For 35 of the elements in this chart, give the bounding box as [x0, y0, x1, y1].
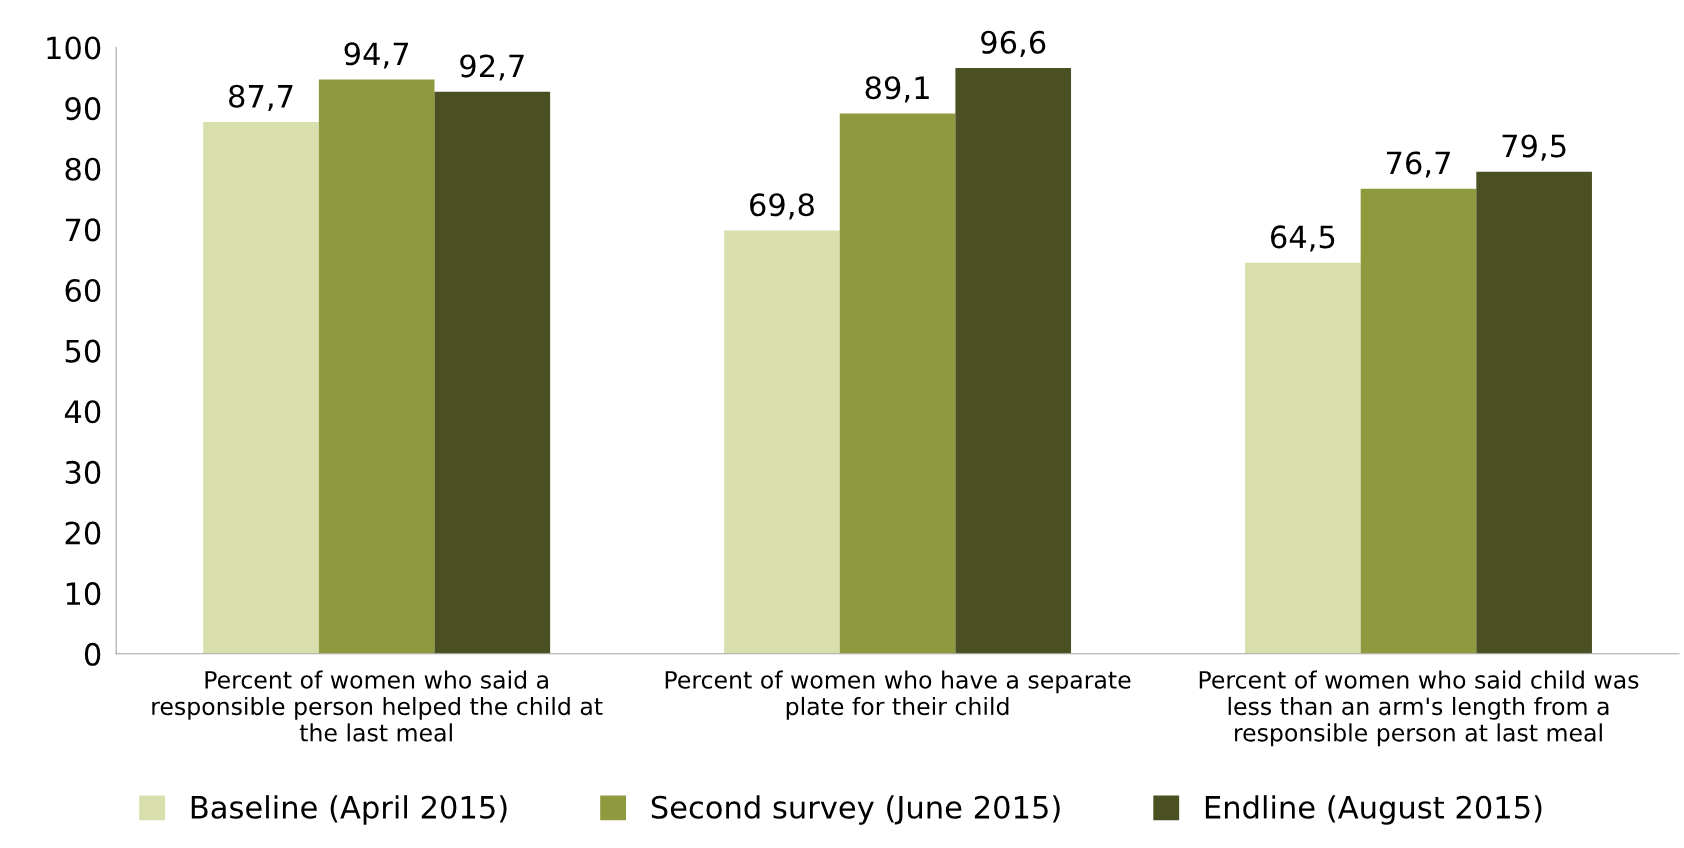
bar: [955, 68, 1072, 654]
legend-label: Baseline (April 2015): [191, 795, 507, 825]
data-label: 76,7: [1386, 151, 1450, 178]
x-tick-label: Percent of women who have a separate plate for their child: [665, 670, 1131, 720]
data-label: 89,1: [865, 76, 929, 103]
data-label: 79,5: [1502, 134, 1566, 161]
data-label: 96,6: [981, 30, 1046, 57]
x-tick-label: Percent of women who said child was less than an arm's length from a responsible person at last meal: [1199, 670, 1639, 747]
legend-label: Endline (August 2015): [1205, 795, 1542, 825]
bar: [318, 79, 435, 654]
y-tick-label: 0: [84, 642, 101, 666]
legend-label: Second survey (June 2015): [651, 795, 1060, 825]
bar: [1360, 188, 1477, 654]
y-tick-label: 30: [65, 460, 101, 484]
data-label: 92,7: [460, 54, 524, 81]
data-label: 87,7: [229, 84, 293, 111]
bar: [724, 230, 840, 654]
y-tick-label: 90: [65, 97, 101, 121]
y-tick-label: 70: [65, 218, 101, 242]
bar: [1476, 171, 1592, 654]
data-label: 64,5: [1270, 225, 1335, 252]
data-label: 69,8: [750, 193, 814, 220]
bar: [1245, 262, 1361, 654]
y-tick-label: 50: [65, 339, 101, 363]
y-tick-label: 100: [47, 36, 101, 60]
bar: [203, 122, 319, 654]
data-label: 94,7: [344, 42, 409, 69]
bar: [839, 113, 956, 654]
y-tick-label: 40: [64, 400, 101, 424]
y-tick-label: 20: [65, 521, 101, 545]
y-tick-label: 80: [65, 157, 101, 181]
y-tick-label: 60: [65, 278, 101, 303]
x-tick-label: Percent of women who said a responsible person helped the child at the last meal: [152, 670, 603, 742]
y-tick-label: 10: [66, 582, 101, 606]
bar: [434, 91, 551, 654]
